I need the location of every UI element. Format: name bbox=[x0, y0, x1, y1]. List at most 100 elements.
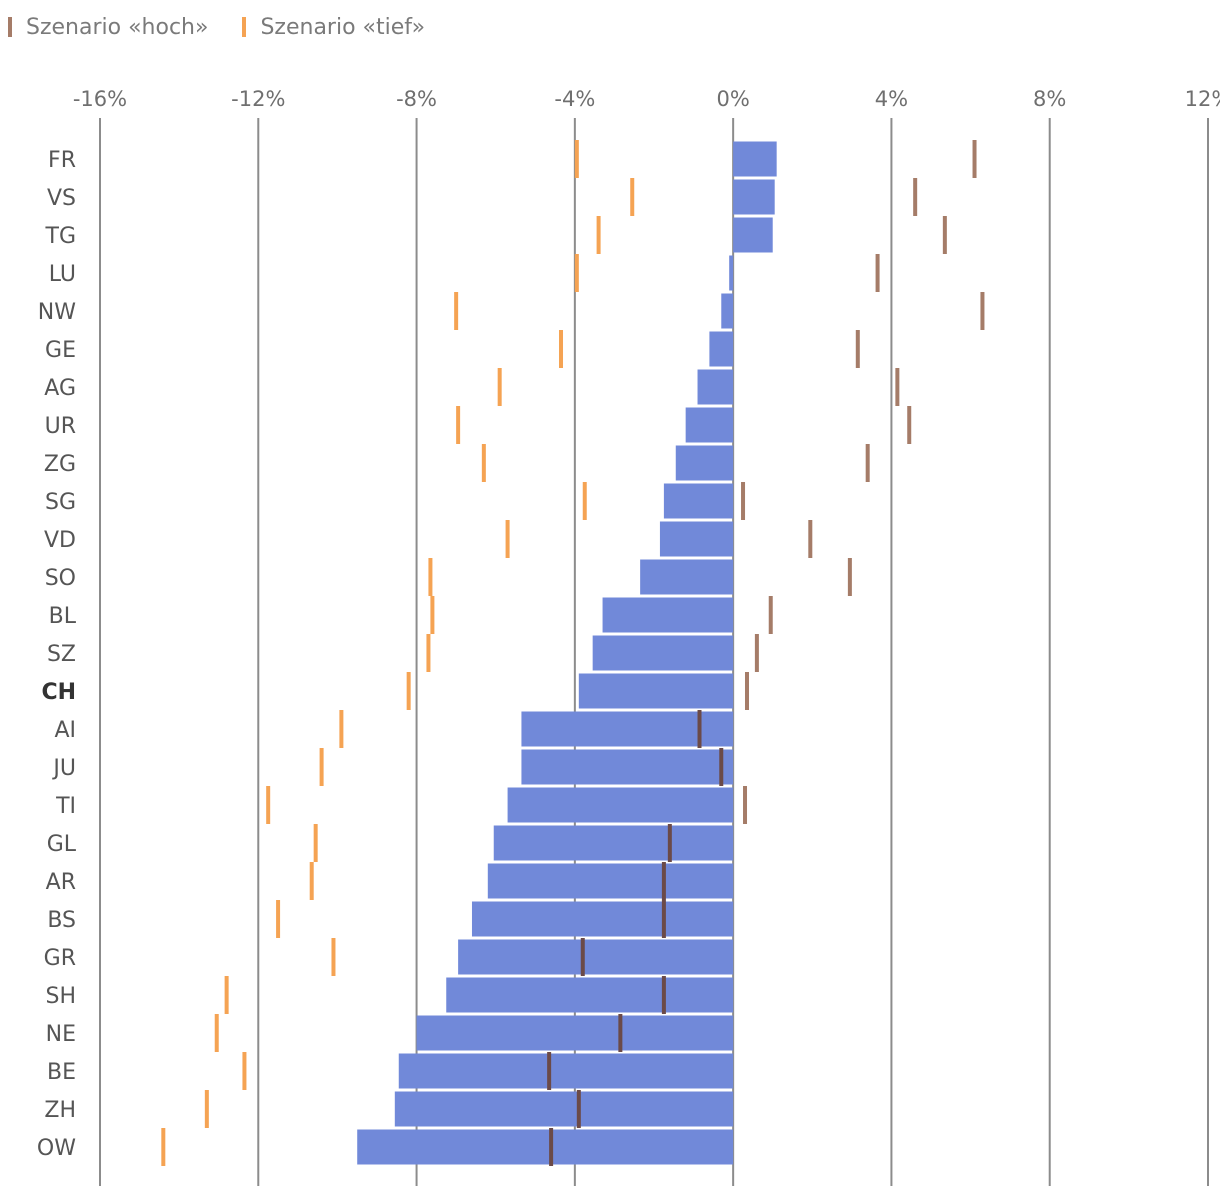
bar bbox=[458, 939, 734, 975]
marker-tief bbox=[574, 254, 579, 292]
bar bbox=[578, 673, 734, 709]
bar bbox=[398, 1053, 734, 1089]
bar bbox=[733, 179, 775, 215]
category-label: BL bbox=[49, 604, 77, 629]
category-label: GR bbox=[44, 946, 76, 971]
legend: Szenario «hoch» Szenario «tief» bbox=[8, 10, 459, 44]
bar bbox=[721, 293, 734, 329]
category-label: UR bbox=[45, 414, 76, 439]
marker-tief bbox=[505, 520, 510, 558]
marker-hoch bbox=[875, 254, 880, 292]
marker-tief bbox=[242, 1052, 247, 1090]
marker-tief bbox=[204, 1090, 209, 1128]
x-tick-label: -4% bbox=[554, 87, 595, 111]
bar bbox=[487, 863, 734, 899]
legend-item-tief: Szenario «tief» bbox=[242, 15, 425, 40]
x-tick-label: 0% bbox=[716, 87, 749, 111]
marker-hoch bbox=[907, 406, 912, 444]
bar bbox=[659, 521, 734, 557]
marker-hoch bbox=[865, 444, 870, 482]
x-tick-label: 4% bbox=[875, 87, 908, 111]
marker-hoch bbox=[719, 748, 724, 786]
marker-tief bbox=[456, 406, 461, 444]
category-label: GE bbox=[45, 338, 76, 363]
category-label: ZG bbox=[44, 452, 76, 477]
category-label: NE bbox=[46, 1022, 76, 1047]
bar bbox=[394, 1091, 734, 1127]
marker-tief bbox=[309, 862, 314, 900]
x-axis-tick-labels: -16% -12% -8% -4% 0% 4% 8% 12% bbox=[73, 87, 1220, 111]
marker-hoch bbox=[667, 824, 672, 862]
category-label: SZ bbox=[47, 642, 76, 667]
category-label: FR bbox=[48, 148, 76, 173]
bar bbox=[521, 749, 734, 785]
bar bbox=[663, 483, 734, 519]
bar bbox=[709, 331, 734, 367]
category-labels: FR VS TG LU NW GE AG UR ZG SG VD SO BL SZ CH AI JU TI GL AR… bbox=[37, 148, 77, 1161]
marker-hoch bbox=[855, 330, 860, 368]
marker-tief bbox=[406, 672, 411, 710]
bar bbox=[493, 825, 734, 861]
category-label: CH bbox=[41, 680, 76, 705]
bar bbox=[733, 217, 773, 253]
bar bbox=[733, 141, 777, 177]
marker-tief bbox=[428, 558, 433, 596]
marker-tief bbox=[430, 596, 435, 634]
bars bbox=[357, 141, 777, 1165]
category-label: OW bbox=[37, 1136, 76, 1161]
legend-swatch-tief bbox=[242, 17, 247, 37]
marker-hoch bbox=[697, 710, 702, 748]
marker-tief bbox=[224, 976, 229, 1014]
marker-hoch bbox=[741, 482, 746, 520]
marker-tief bbox=[313, 824, 318, 862]
marker-hoch bbox=[768, 596, 773, 634]
marker-hoch bbox=[580, 938, 585, 976]
category-label: ZH bbox=[44, 1098, 76, 1123]
marker-hoch bbox=[743, 786, 748, 824]
legend-item-hoch: Szenario «hoch» bbox=[8, 15, 208, 40]
marker-hoch bbox=[661, 862, 666, 900]
category-label: BE bbox=[47, 1060, 76, 1085]
marker-hoch bbox=[661, 900, 666, 938]
category-label: AG bbox=[44, 376, 76, 401]
marker-hoch bbox=[942, 216, 947, 254]
category-label: AI bbox=[54, 718, 76, 743]
marker-hoch bbox=[847, 558, 852, 596]
marker-tief bbox=[582, 482, 587, 520]
category-label: BS bbox=[47, 908, 76, 933]
marker-hoch bbox=[913, 178, 918, 216]
bar bbox=[602, 597, 734, 633]
marker-hoch bbox=[547, 1052, 552, 1090]
marker-tief bbox=[214, 1014, 219, 1052]
bar bbox=[357, 1129, 734, 1165]
marker-hoch bbox=[744, 672, 749, 710]
marker-hoch bbox=[808, 520, 813, 558]
marker-tief bbox=[497, 368, 502, 406]
marker-tief bbox=[454, 292, 459, 330]
marker-tief bbox=[161, 1128, 166, 1166]
marker-tief bbox=[559, 330, 564, 368]
marker-hoch bbox=[576, 1090, 581, 1128]
category-label: NW bbox=[38, 300, 76, 325]
x-tick-label: 12% bbox=[1185, 87, 1220, 111]
marker-hoch bbox=[618, 1014, 623, 1052]
marker-hoch bbox=[972, 140, 977, 178]
category-label: VD bbox=[44, 528, 76, 553]
bar bbox=[507, 787, 734, 823]
category-label: SG bbox=[45, 490, 76, 515]
marker-hoch bbox=[980, 292, 985, 330]
marker-hoch bbox=[895, 368, 900, 406]
bar bbox=[697, 369, 734, 405]
category-label: GL bbox=[47, 832, 77, 857]
marker-hoch bbox=[754, 634, 759, 672]
bar bbox=[592, 635, 734, 671]
bar bbox=[640, 559, 734, 595]
x-tick-label: -16% bbox=[73, 87, 127, 111]
bar bbox=[471, 901, 734, 937]
category-label: TG bbox=[45, 224, 77, 249]
legend-label-hoch: Szenario «hoch» bbox=[26, 14, 209, 40]
legend-swatch-hoch bbox=[8, 17, 12, 37]
bar bbox=[416, 1015, 734, 1051]
category-label: LU bbox=[49, 262, 76, 287]
